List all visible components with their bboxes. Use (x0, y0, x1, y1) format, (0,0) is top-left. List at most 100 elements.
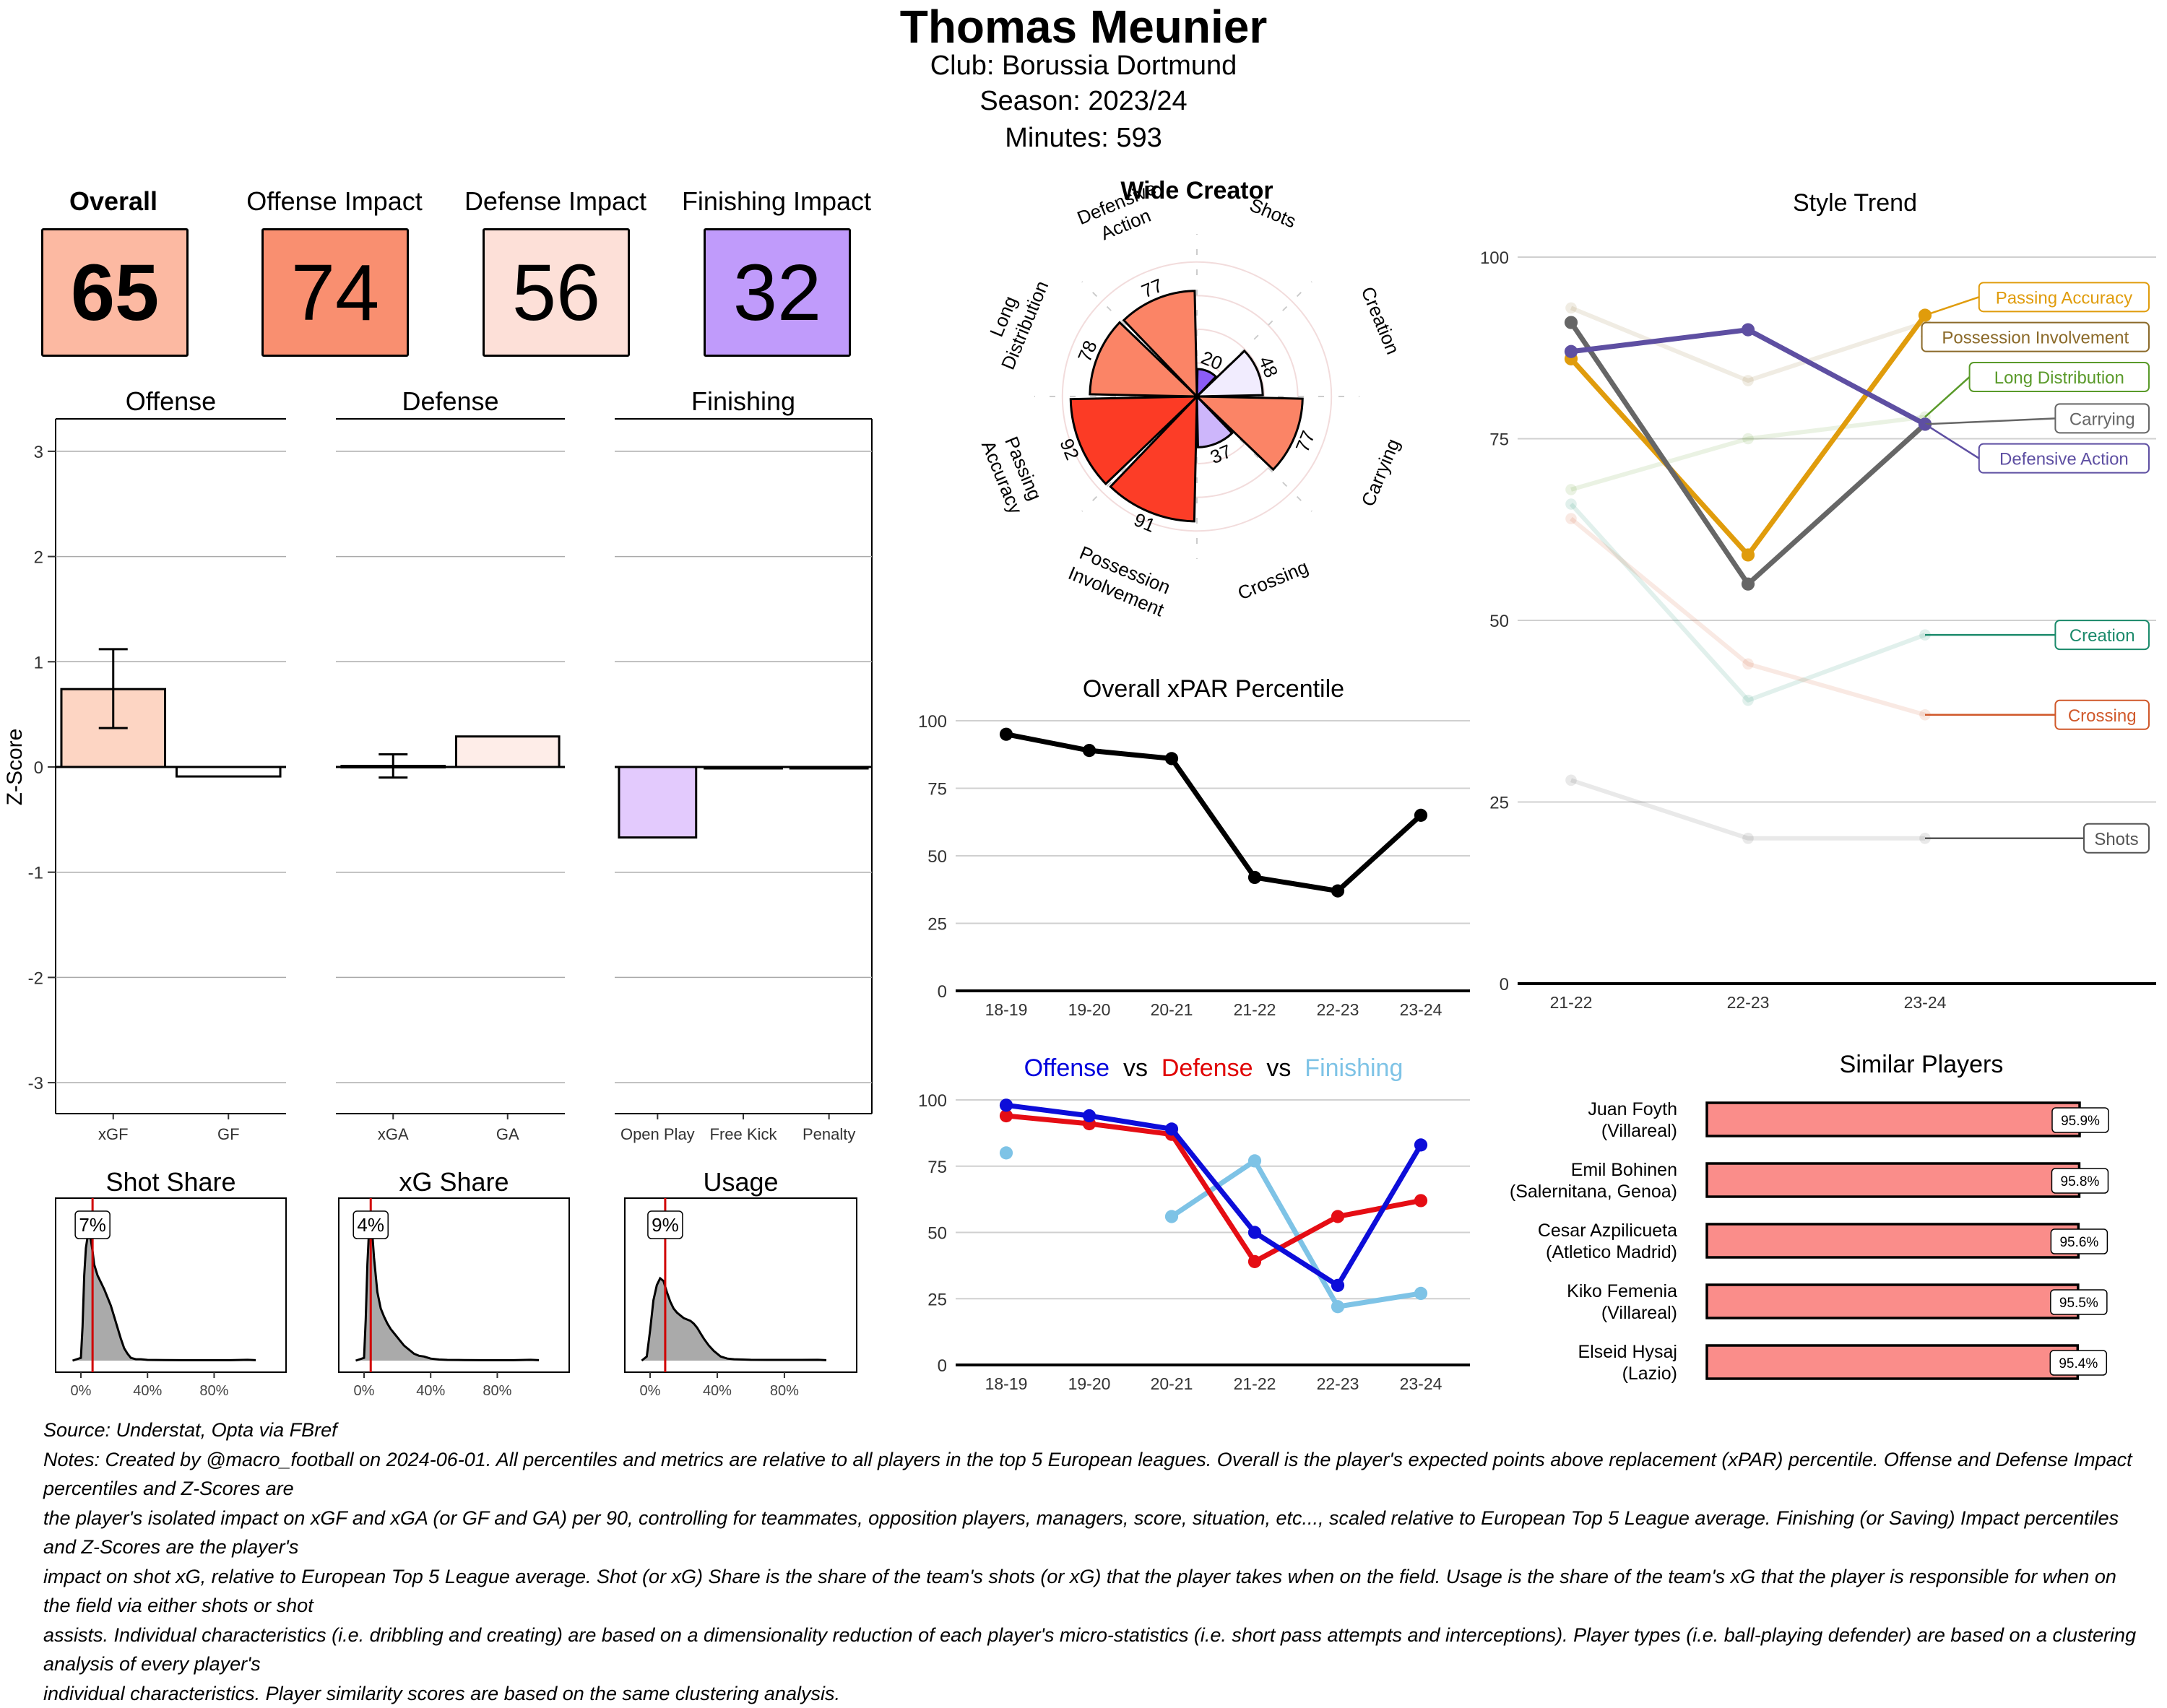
polar-axis-label-line: Crossing (1234, 556, 1311, 604)
y-tick-label: 100 (1480, 248, 1509, 268)
polar-axis-label: Creation (1357, 284, 1403, 357)
trend-passing-accuracy-point (1742, 548, 1755, 561)
xpar-point (1083, 744, 1096, 757)
density-title: Usage (703, 1167, 778, 1197)
chart-title-part: Offense (1024, 1054, 1110, 1082)
chart-title: Style Trend (1793, 189, 1917, 217)
chart-title-part: Finishing (1305, 1054, 1403, 1082)
y-tick-label: 1 (34, 653, 43, 672)
panel-title: Finishing (691, 386, 795, 416)
similar-player-club: (Lazio) (1622, 1364, 1677, 1384)
x-tick-label: 18-19 (985, 1000, 1028, 1019)
y-tick-label: 2 (34, 548, 43, 568)
trend-label: Shots (2094, 830, 2138, 849)
finishing-point (1000, 1146, 1013, 1159)
x-tick-label: 80% (483, 1383, 511, 1399)
trend-shots-line (1571, 780, 1925, 838)
trend-label: Passing Accuracy (1996, 288, 2132, 308)
y-tick-label: 25 (1489, 794, 1509, 813)
defense-point (1248, 1255, 1261, 1268)
x-tick-label: 22-23 (1317, 1000, 1359, 1019)
finishing-point (1331, 1300, 1344, 1313)
similarity-label: 95.9% (2061, 1114, 2100, 1129)
bar (176, 767, 280, 776)
similar-players-chart: Similar Players Juan Foyth(Villareal) 95.9… (1510, 1051, 2108, 1384)
polar-axis-label-line: Creation (1357, 284, 1403, 357)
defense-point (1331, 1210, 1344, 1223)
y-tick-label: 0 (1500, 975, 1509, 994)
y-tick-label: -1 (28, 864, 43, 883)
chart-title: Overall xPAR Percentile (1083, 675, 1344, 703)
x-tick-label: 40% (703, 1383, 732, 1399)
x-tick-label: Open Play (620, 1125, 695, 1143)
offense-point (1165, 1122, 1178, 1135)
x-tick-label: 23-24 (1400, 1374, 1442, 1393)
y-tick-label: 50 (927, 847, 947, 867)
offense-point (1414, 1138, 1427, 1151)
trend-carrying-point (1565, 316, 1578, 329)
x-tick-label: 80% (770, 1383, 799, 1399)
x-tick-label: Free Kick (710, 1125, 778, 1143)
density-title: xG Share (399, 1167, 509, 1197)
polar-axis-label-line: Carrying (1357, 435, 1403, 509)
similar-player-club: (Atletico Madrid) (1546, 1242, 1677, 1262)
similar-player-bar (1707, 1285, 2078, 1318)
trend-long-distribution-point (1565, 484, 1577, 495)
polar-axis-label: Carrying (1357, 435, 1403, 509)
chart-title-part: Defense (1162, 1054, 1253, 1082)
polar-axis-label: LongDistribution (975, 269, 1052, 373)
panel-title: Defense (402, 386, 498, 416)
trend-label: Possession Involvement (1942, 329, 2129, 348)
x-tick-label: 20-21 (1151, 1374, 1193, 1393)
notes-line: impact on shot xG, relative to European … (43, 1562, 2138, 1621)
x-tick-label: 21-22 (1234, 1000, 1276, 1019)
offense-point (1248, 1226, 1261, 1239)
chart-title: Offense vs Defense vs Finishing (1024, 1054, 1403, 1082)
xpar-line (1006, 734, 1421, 891)
density-title: Shot Share (105, 1167, 235, 1197)
notes-line: Notes: Created by @macro_football on 202… (43, 1445, 2138, 1504)
trend-label-leader (1925, 297, 1979, 315)
similarity-label: 95.5% (2059, 1296, 2098, 1311)
trend-carrying-point (1742, 578, 1755, 591)
chart-title: Similar Players (1840, 1051, 2004, 1078)
polar-axis-label: PossessionInvolvement (1065, 541, 1177, 621)
polar-axis-label: Crossing (1234, 556, 1311, 604)
y-tick-label: 50 (927, 1224, 947, 1244)
x-tick-label: GF (217, 1125, 240, 1143)
x-tick-label: xGF (98, 1125, 129, 1143)
y-tick-label: 50 (1489, 612, 1509, 631)
trend-shots-point (1565, 775, 1577, 786)
similar-player-name: Juan Foyth (1588, 1099, 1677, 1119)
y-tick-label: 0 (34, 758, 43, 778)
marker-label: 9% (652, 1214, 679, 1236)
y-tick-label: 0 (938, 982, 947, 1002)
x-tick-label: 0% (640, 1383, 661, 1399)
similar-player-bar (1707, 1163, 2079, 1197)
trend-label-leader (1925, 424, 1979, 458)
xpar-point (1248, 871, 1261, 884)
xpar-point (1165, 752, 1178, 765)
x-tick-label: 23-24 (1400, 1000, 1442, 1019)
y-tick-label: -2 (28, 968, 43, 988)
finishing-point (1165, 1210, 1178, 1223)
trend-crossing-point (1565, 513, 1577, 524)
similarity-label: 95.6% (2059, 1235, 2098, 1250)
similar-player-club: (Villareal) (1601, 1121, 1677, 1141)
similarity-label: 95.8% (2061, 1174, 2100, 1189)
trend-label: Crossing (2068, 706, 2137, 726)
chart-title-part: vs (1110, 1054, 1162, 1082)
bar (456, 737, 559, 767)
y-tick-label: 3 (34, 443, 43, 462)
marker-label: 4% (357, 1214, 384, 1236)
y-tick-label: 75 (927, 780, 947, 799)
x-tick-label: 21-22 (1234, 1374, 1276, 1393)
source-note: Source: Understat, Opta via FBref (43, 1416, 2138, 1445)
trend-label: Creation (2069, 626, 2135, 646)
trend-defensive-action-point (1565, 345, 1578, 358)
x-tick-label: 19-20 (1068, 1374, 1111, 1393)
x-tick-label: Penalty (803, 1125, 855, 1143)
trend-possession-involvement-point (1565, 303, 1577, 314)
x-tick-label: GA (496, 1125, 519, 1143)
